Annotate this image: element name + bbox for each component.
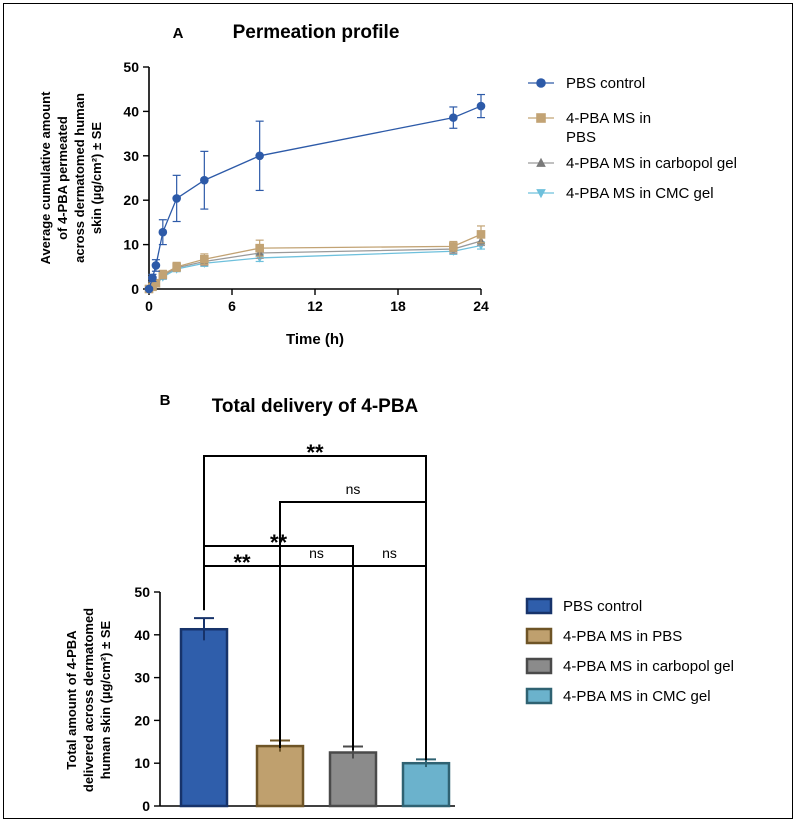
legend-a-marker: [536, 113, 546, 123]
panel-a-data-point: [158, 270, 168, 279]
legend-a-marker: [536, 157, 546, 167]
legend-b-swatch: [525, 597, 553, 615]
panel-a: A Permeation profile 0 10 20 30 40 50 0 6 12 18 24 Ti…: [38, 22, 737, 348]
significance-label: ns: [346, 481, 361, 497]
panel-a-series-0: [144, 93, 486, 294]
panel-a-data-point: [200, 254, 209, 264]
panel-a-y-label-line: of 4-PBA permeated: [55, 116, 70, 240]
panel-b-bar: [401, 761, 451, 808]
legend-b-label: PBS control: [563, 598, 642, 615]
panel-a-x-tick-label: 6: [228, 298, 236, 314]
legend-a-marker: [536, 189, 546, 199]
panel-a-data-point: [151, 261, 161, 270]
legend-a-label: 4-PBA MS in: [566, 110, 651, 127]
panel-b-y-label-line: delivered across dermatomed: [81, 608, 96, 792]
panel-b-bar-group: [328, 745, 378, 808]
panel-a-y-tick-label: 30: [123, 148, 139, 164]
legend-a-marker: [536, 78, 546, 88]
panel-a-y-tick-label: 50: [123, 59, 139, 75]
panel-b: B Total delivery of 4-PBA 0 10 20 30 40 50 Total…: [64, 392, 734, 814]
significance-bracket: [203, 455, 427, 592]
panel-a-x-tick-label: 12: [307, 298, 323, 314]
panel-a-legend: PBS control 4-PBA MS in PBS 4-PBA MS in ca…: [528, 75, 737, 202]
panel-b-bar: [179, 627, 229, 808]
panel-a-x-tick-label: 18: [390, 298, 406, 314]
panel-a-x-tick-label: 0: [145, 298, 153, 314]
panel-b-y-tick-label: 0: [142, 798, 150, 814]
panel-a-x-label: Time (h): [286, 331, 344, 348]
panel-a-data-point: [476, 230, 486, 239]
panel-b-bar-group: [401, 758, 451, 808]
legend-a-label: PBS control: [566, 75, 645, 92]
panel-a-y-label: Average cumulative amount of 4-PBA permea…: [38, 91, 104, 265]
panel-a-data-point: [151, 278, 161, 288]
panel-b-y-tick-label: 10: [134, 755, 150, 771]
significance-label: ns: [309, 545, 324, 561]
panel-a-data-point: [172, 262, 181, 272]
panel-a-data-point: [449, 242, 458, 251]
panel-b-significance: ** ns ns ** ns **: [203, 440, 427, 760]
legend-b-swatch: [525, 657, 553, 675]
panel-a-y-tick-label: 40: [123, 103, 139, 119]
panel-b-y-label-line: Total amount of 4-PBA: [64, 630, 79, 770]
panel-b-y-label-line: human skin (µg/cm²) ± SE: [98, 620, 113, 779]
legend-a-label: 4-PBA MS in CMC gel: [566, 185, 714, 202]
significance-label: **: [270, 530, 288, 555]
panel-b-y-label: Total amount of 4-PBA delivered across de…: [64, 608, 113, 792]
legend-b-label: 4-PBA MS in CMC gel: [563, 688, 711, 705]
significance-label: **: [306, 440, 324, 465]
significance-label: **: [233, 550, 251, 575]
panel-b-y-tick-label: 40: [134, 627, 150, 643]
panel-a-label: A: [173, 25, 184, 42]
panel-a-data-point: [148, 273, 157, 283]
panel-b-y-tick-label: 30: [134, 670, 150, 686]
legend-b-swatch: [525, 687, 553, 705]
panel-b-label: B: [160, 392, 171, 409]
legend-b-swatch: [525, 627, 553, 645]
panel-b-legend: PBS control 4-PBA MS in PBS 4-PBA MS in ca…: [525, 597, 734, 705]
panel-b-y-tick-label: 20: [134, 712, 150, 728]
legend-b-label: 4-PBA MS in carbopol gel: [563, 658, 734, 675]
panel-a-data-point: [144, 284, 154, 294]
panel-a-y-tick-label: 0: [131, 281, 139, 297]
legend-a-label: PBS: [566, 129, 596, 146]
panel-a-y-label-line: skin (µg/cm²) ± SE: [89, 122, 104, 234]
panel-a-x-tick-label: 24: [473, 298, 489, 314]
panel-b-title: Total delivery of 4-PBA: [212, 396, 419, 417]
legend-a-label: 4-PBA MS in carbopol gel: [566, 155, 737, 172]
panel-a-data-point: [255, 243, 264, 253]
panel-a-data-point: [158, 227, 168, 237]
panel-b-bar-group: [179, 617, 229, 808]
figure-border: [3, 3, 793, 819]
panel-a-data-point: [255, 151, 264, 161]
panel-a-data-point: [449, 113, 458, 122]
panel-a-y-label-line: Average cumulative amount: [38, 91, 53, 265]
panel-a-y-label-line: across dermatomed human: [72, 93, 87, 263]
significance-bracket: [279, 501, 427, 760]
significance-label: ns: [382, 545, 397, 561]
panel-a-data-point: [200, 175, 209, 185]
panel-a-data-point: [172, 194, 181, 203]
panel-a-data-point: [476, 101, 486, 111]
panel-a-y-tick-label: 20: [123, 192, 139, 208]
panel-a-title: Permeation profile: [233, 22, 400, 43]
legend-b-label: 4-PBA MS in PBS: [563, 628, 682, 645]
panel-b-y-tick-label: 50: [134, 584, 150, 600]
panel-a-y-tick-label: 10: [123, 237, 139, 253]
